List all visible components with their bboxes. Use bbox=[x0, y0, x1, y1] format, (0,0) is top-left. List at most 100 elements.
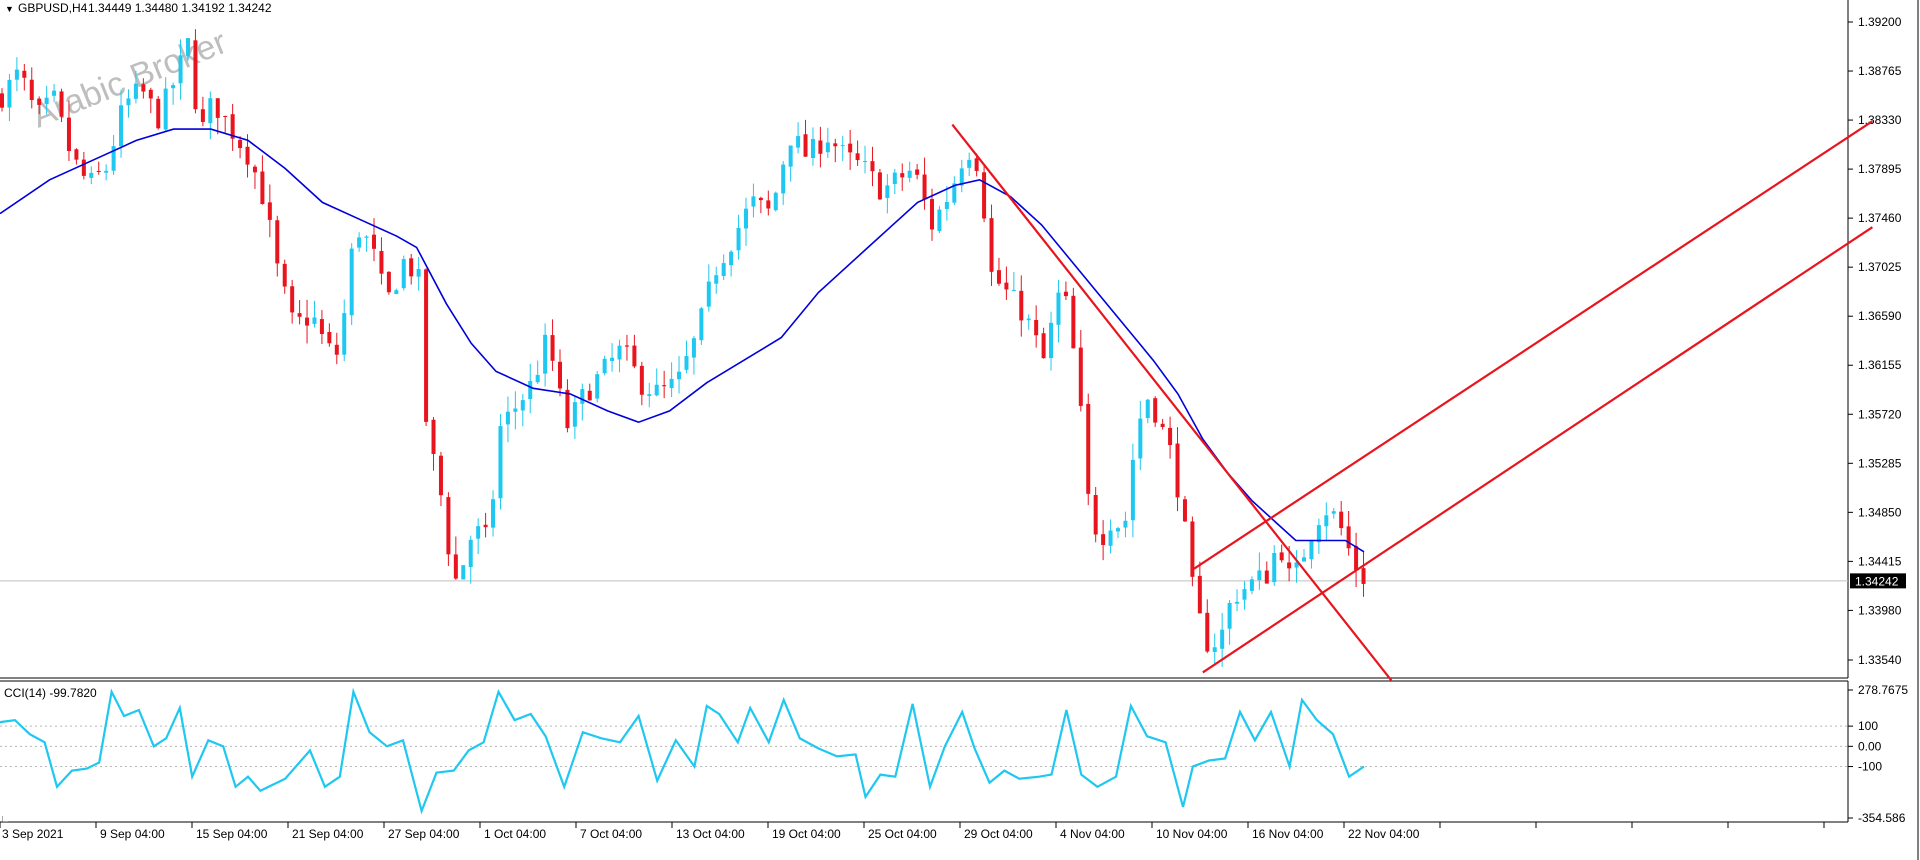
bear-candle bbox=[1168, 427, 1173, 446]
bull-candle bbox=[1138, 418, 1143, 459]
time-tick-label: 7 Oct 04:00 bbox=[580, 827, 642, 841]
bear-candle bbox=[230, 114, 235, 139]
bear-candle bbox=[1287, 562, 1292, 569]
bull-candle bbox=[498, 426, 503, 499]
bear-candle bbox=[81, 159, 86, 176]
trendline[interactable] bbox=[1193, 120, 1874, 570]
bear-candle bbox=[1197, 575, 1202, 614]
bear-candle bbox=[193, 40, 198, 110]
bear-candle bbox=[1041, 333, 1046, 359]
bull-candle bbox=[401, 259, 406, 289]
bull-candle bbox=[208, 98, 213, 124]
bear-candle bbox=[305, 317, 310, 326]
bear-candle bbox=[438, 455, 443, 496]
price-tick-label: 1.33980 bbox=[1858, 603, 1902, 617]
bull-candle bbox=[1302, 557, 1306, 562]
bull-candle bbox=[171, 85, 176, 89]
bull-candle bbox=[773, 192, 778, 211]
bear-candle bbox=[1153, 398, 1158, 423]
bear-candle bbox=[982, 172, 987, 219]
bear-candle bbox=[989, 218, 994, 272]
bull-candle bbox=[163, 88, 168, 130]
price-tick-label: 1.34415 bbox=[1858, 554, 1902, 568]
bear-candle bbox=[1071, 295, 1076, 349]
bear-candle bbox=[409, 258, 414, 277]
bear-candle bbox=[922, 174, 927, 200]
bull-candle bbox=[520, 400, 525, 411]
bull-candle bbox=[104, 170, 109, 173]
bull-candle bbox=[44, 97, 49, 105]
bull-candle bbox=[312, 317, 317, 324]
bear-candle bbox=[558, 361, 562, 389]
bull-candle bbox=[535, 374, 540, 383]
bear-candle bbox=[141, 84, 146, 92]
bull-candle bbox=[967, 159, 972, 168]
bull-candle bbox=[528, 381, 533, 400]
bear-candle bbox=[22, 70, 27, 78]
bull-candle bbox=[580, 389, 585, 404]
bull-candle bbox=[543, 334, 548, 374]
bull-candle bbox=[892, 172, 897, 184]
price-tick-label: 1.37025 bbox=[1858, 260, 1902, 274]
bull-candle bbox=[610, 357, 615, 362]
bull-candle bbox=[617, 345, 622, 360]
bear-candle bbox=[252, 166, 257, 173]
bull-candle bbox=[677, 371, 682, 380]
bull-candle bbox=[491, 499, 496, 528]
bear-candle bbox=[624, 345, 629, 347]
bear-candle bbox=[148, 89, 153, 99]
cci-tick-label: -354.586 bbox=[1858, 811, 1906, 825]
price-tick-label: 1.34850 bbox=[1858, 505, 1902, 519]
bear-candle bbox=[74, 149, 79, 160]
trendline[interactable] bbox=[951, 123, 1393, 681]
bear-candle bbox=[1190, 521, 1195, 577]
bear-candle bbox=[1361, 568, 1366, 584]
bear-candle bbox=[29, 79, 34, 101]
bull-candle bbox=[781, 164, 786, 194]
bull-candle bbox=[1220, 629, 1225, 649]
time-tick-label: 4 Nov 04:00 bbox=[1060, 827, 1125, 841]
bull-candle bbox=[572, 402, 577, 427]
bear-candle bbox=[334, 344, 339, 355]
bear-candle bbox=[327, 332, 332, 344]
current-price-badge bbox=[1850, 573, 1906, 589]
bull-candle bbox=[1316, 525, 1321, 543]
trendline[interactable] bbox=[1202, 226, 1874, 674]
time-tick-label: 9 Sep 04:00 bbox=[100, 827, 165, 841]
bull-candle bbox=[1123, 520, 1128, 528]
bear-candle bbox=[803, 134, 808, 157]
bull-candle bbox=[863, 161, 868, 163]
cci-tick-label: 278.7675 bbox=[1858, 683, 1908, 697]
bull-candle bbox=[669, 378, 674, 389]
time-tick-label: 15 Sep 04:00 bbox=[196, 827, 268, 841]
main-chart-area[interactable] bbox=[0, 0, 1848, 678]
bear-candle bbox=[200, 109, 205, 122]
bear-candle bbox=[1346, 526, 1351, 549]
bull-candle bbox=[349, 248, 354, 316]
bull-candle bbox=[699, 308, 704, 341]
trendlines[interactable] bbox=[951, 120, 1874, 681]
price-tick-label: 1.37460 bbox=[1858, 211, 1902, 225]
bull-candle bbox=[691, 338, 696, 358]
bear-candle bbox=[870, 161, 875, 172]
bull-candle bbox=[1294, 562, 1299, 568]
bull-candle bbox=[1257, 570, 1262, 581]
time-axis: 3 Sep 2021 9 Sep 04:00 15 Sep 04:00 21 Sep … bbox=[0, 822, 1825, 841]
moving-average-line bbox=[0, 128, 1365, 553]
bear-candle bbox=[550, 335, 555, 361]
bull-candle bbox=[126, 98, 131, 106]
bear-candle bbox=[1339, 511, 1344, 529]
dropdown-triangle-icon[interactable]: ▼ bbox=[5, 4, 14, 14]
bear-candle bbox=[1034, 319, 1039, 336]
bull-candle bbox=[1145, 399, 1150, 419]
bull-candle bbox=[342, 313, 347, 355]
bull-candle bbox=[1011, 289, 1016, 291]
bear-candle bbox=[900, 173, 905, 178]
bull-candle bbox=[1272, 553, 1277, 583]
bull-candle bbox=[654, 384, 659, 396]
bear-candle bbox=[587, 390, 592, 401]
bear-candle bbox=[1078, 347, 1083, 406]
ohlc-readout: 1.34449 1.34480 1.34192 1.34242 bbox=[88, 1, 272, 15]
bear-candle bbox=[59, 91, 64, 117]
